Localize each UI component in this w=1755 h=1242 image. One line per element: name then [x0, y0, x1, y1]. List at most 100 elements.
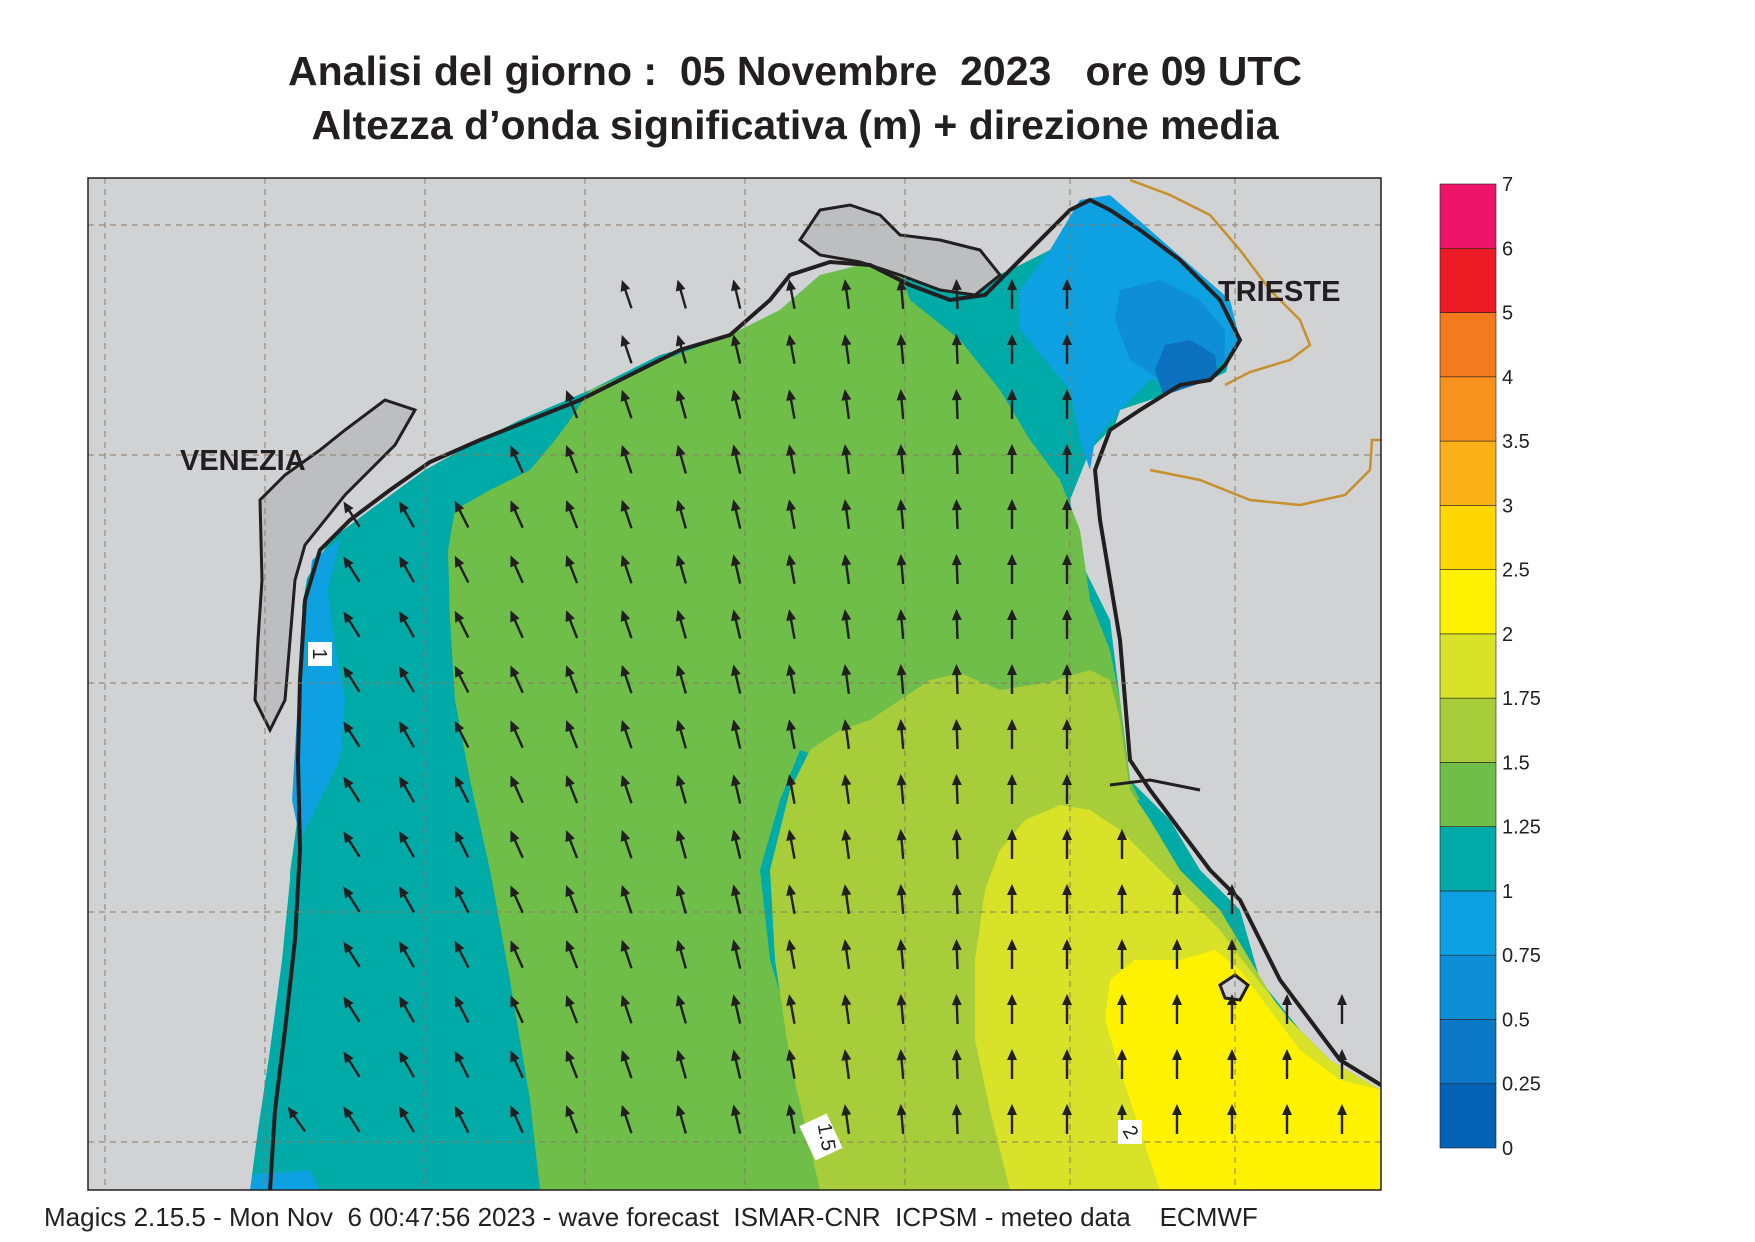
wave-direction-arrow — [675, 1104, 687, 1134]
wave-direction-arrow — [1062, 719, 1072, 749]
wave-direction-arrow — [951, 389, 962, 420]
wave-direction-arrow — [399, 666, 415, 693]
wave-direction-arrow — [1282, 1049, 1292, 1079]
wave-direction-arrow — [620, 334, 633, 364]
wave-direction-arrow — [896, 719, 907, 750]
legend-tick-label: 3 — [1502, 495, 1513, 517]
legend-swatch — [1439, 762, 1497, 827]
wave-direction-arrow — [1227, 994, 1237, 1024]
wave-direction-arrow — [841, 554, 852, 585]
wave-direction-arrow — [951, 334, 962, 365]
wave-direction-arrow — [841, 719, 852, 750]
wave-direction-arrow — [786, 609, 797, 639]
wave-direction-arrow — [786, 389, 797, 419]
wave-direction-arrow — [1007, 664, 1017, 694]
wave-direction-arrow — [1337, 1049, 1347, 1079]
wave-direction-arrow — [399, 556, 415, 583]
wave-direction-arrow — [730, 664, 742, 694]
wave-direction-arrow — [896, 1049, 907, 1080]
wave-direction-arrow — [620, 389, 633, 419]
contour-label-2: 2 — [1118, 1120, 1142, 1144]
wave-direction-arrow — [620, 774, 633, 804]
wave-direction-arrow — [1062, 444, 1072, 474]
legend-tick-label: 2 — [1502, 624, 1513, 646]
wave-direction-arrow — [565, 610, 579, 639]
wave-direction-arrow — [620, 279, 633, 309]
wave-direction-arrow — [1007, 499, 1017, 529]
wave-direction-arrow — [510, 1105, 524, 1134]
legend-tick-label: 4 — [1502, 367, 1513, 389]
legend-swatch — [1439, 954, 1497, 1020]
wave-direction-arrow — [565, 940, 579, 969]
wave-direction-arrow — [1062, 334, 1072, 364]
wave-direction-arrow — [1172, 884, 1182, 914]
wave-direction-arrow — [565, 830, 579, 859]
wave-direction-arrow — [1337, 994, 1347, 1024]
coastline-north — [268, 197, 1381, 1190]
wave-direction-arrow — [1117, 1049, 1127, 1079]
wave-direction-arrow — [454, 775, 470, 804]
legend-swatch — [1439, 440, 1497, 506]
wave-direction-arrow — [896, 994, 907, 1025]
wave-direction-arrow — [1282, 1104, 1292, 1134]
wave-direction-arrow — [565, 720, 579, 749]
wave-direction-arrow — [841, 1049, 852, 1080]
legend-tick-label: 0 — [1502, 1138, 1513, 1160]
wave-direction-arrow — [1062, 939, 1072, 969]
legend-tick-label: 0.75 — [1502, 945, 1541, 967]
wave-direction-arrow — [1062, 609, 1072, 639]
wave-direction-arrow — [675, 994, 687, 1024]
place-label-venezia: VENEZIA — [180, 445, 306, 477]
wave-direction-arrow — [841, 499, 852, 530]
legend-swatch — [1439, 697, 1497, 763]
sea-band-2-2.5 — [1105, 950, 1381, 1190]
wave-direction-arrow — [841, 774, 852, 805]
wave-direction-arrow — [675, 664, 687, 694]
color-legend: 0 0.25 0.5 0.75 1 1.25 1.5 1.75 2 2.5 3 3.5 4 5 6 7 — [1439, 174, 1541, 1160]
wave-direction-arrow — [730, 609, 742, 639]
wave-direction-arrow — [399, 721, 415, 748]
wave-direction-arrow — [454, 1105, 470, 1134]
wave-direction-arrow — [510, 1050, 524, 1079]
contour-label-1.5-text: 1.5 — [813, 1121, 839, 1152]
wave-direction-arrow — [896, 334, 907, 365]
wave-direction-arrow — [896, 609, 907, 640]
wave-direction-arrow — [951, 664, 962, 695]
coastline-detail — [1109, 778, 1201, 792]
wave-direction-arrow — [786, 1104, 797, 1134]
wave-direction-arrow — [786, 829, 797, 859]
wave-direction-arrow — [620, 444, 633, 474]
wave-direction-arrow — [565, 1105, 579, 1134]
wave-direction-arrow — [675, 334, 687, 364]
wave-direction-arrow — [343, 666, 361, 693]
title-line-2: Altezza d’onda significativa (m) + direz… — [311, 102, 1279, 148]
wave-direction-arrow — [896, 664, 907, 695]
wave-direction-arrow — [730, 884, 742, 914]
wave-direction-arrow — [343, 611, 361, 638]
place-label-trieste: TRIESTE — [1218, 276, 1340, 308]
wave-direction-arrow — [786, 774, 797, 804]
wave-direction-arrow — [454, 885, 470, 914]
wave-direction-arrow — [1062, 389, 1072, 419]
wave-direction-arrow — [399, 501, 415, 528]
wave-direction-arrow — [510, 995, 524, 1024]
wave-direction-arrow — [565, 390, 579, 419]
wave-direction-arrow — [896, 939, 907, 970]
wave-direction-arrow — [1062, 279, 1072, 309]
wave-direction-arrow — [454, 665, 470, 694]
wave-direction-arrow — [730, 939, 742, 969]
wave-direction-arrow — [730, 994, 742, 1024]
wave-direction-arrow — [620, 609, 633, 639]
wave-direction-arrow — [510, 555, 524, 584]
graticule — [88, 178, 1381, 1190]
wave-direction-arrow — [951, 554, 962, 585]
wave-direction-arrow — [786, 279, 797, 309]
wave-direction-arrow — [675, 829, 687, 859]
legend-tick-label: 5 — [1502, 303, 1513, 325]
legend-tick-label: 6 — [1502, 238, 1513, 260]
wave-direction-arrow — [951, 829, 962, 860]
wave-direction-arrow — [786, 1049, 797, 1079]
wave-direction-arrow — [1282, 994, 1292, 1024]
wave-direction-arrow — [565, 665, 579, 694]
wave-direction-arrow — [565, 885, 579, 914]
